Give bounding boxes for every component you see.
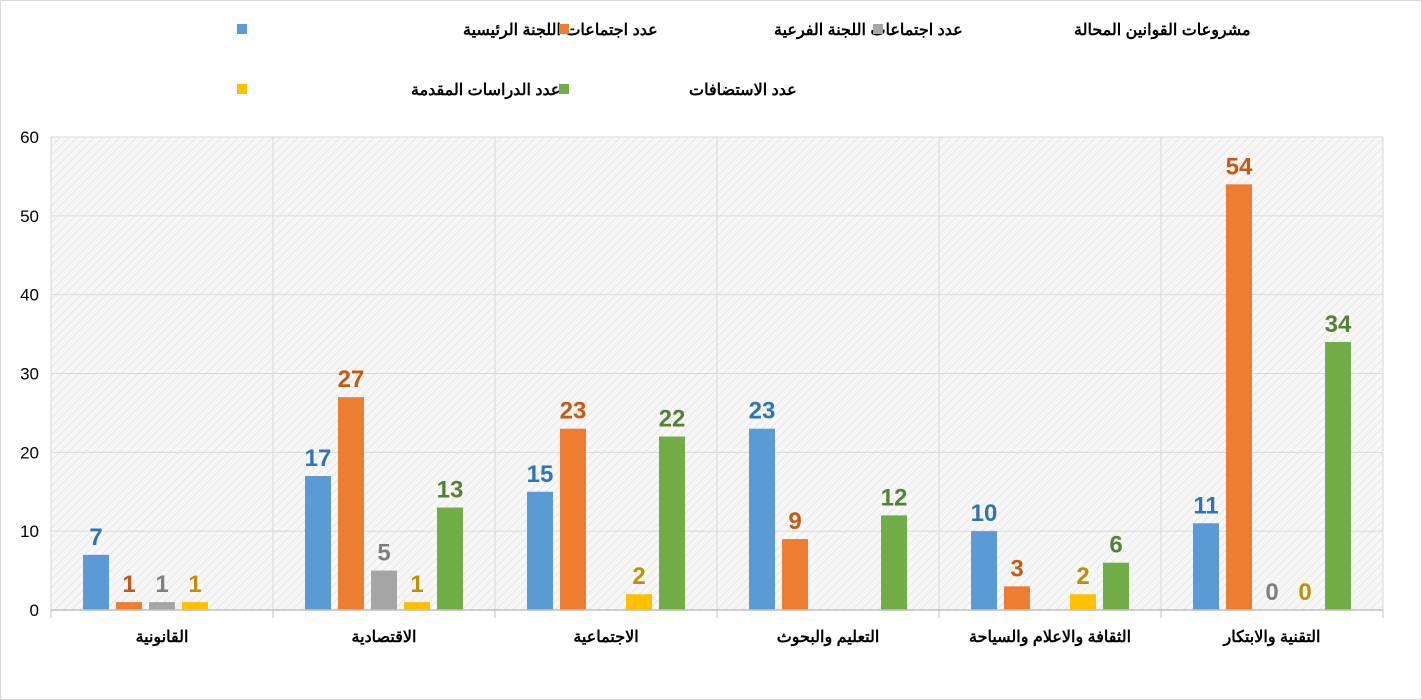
bar-s0-c5	[1193, 523, 1219, 610]
data-label-s1-c0: 1	[122, 571, 135, 598]
data-label-s1-c5: 54	[1226, 153, 1253, 180]
data-label-s2-c0: 1	[155, 571, 168, 598]
bar-s3-c0	[182, 602, 208, 610]
data-label-s0-c3: 23	[749, 398, 776, 425]
bar-s1-c4	[1004, 586, 1030, 610]
data-label-s4-c3: 12	[881, 484, 908, 511]
y-tick-label-40: 40	[20, 286, 39, 305]
gridlines	[50, 136, 1384, 610]
legend-swatch-4	[559, 84, 569, 94]
data-label-s0-c0: 7	[89, 524, 102, 551]
data-label-s3-c4: 2	[1076, 563, 1089, 590]
y-tick-label-10: 10	[20, 522, 39, 541]
bar-s0-c3	[749, 428, 775, 610]
y-tick-label-30: 30	[20, 365, 39, 384]
x-category-label-3: التعليم والبحوث	[777, 629, 880, 647]
x-axis: القانونية الاقتصادية الاجتماعية التعليم وال…	[50, 609, 1384, 647]
data-label-s0-c5: 11	[1193, 492, 1218, 519]
bar-s0-c1	[305, 475, 331, 610]
legend-swatch-1	[559, 24, 569, 34]
x-category-label-2: الاجتماعية	[573, 629, 638, 646]
data-label-s1-c4: 3	[1010, 555, 1023, 582]
bar-s2-c0	[149, 602, 175, 610]
bar-s1-c1	[338, 397, 364, 610]
x-category-label-0: القانونية	[136, 629, 189, 647]
legend-label-3: عدد الدراسات المقدمة	[411, 82, 560, 100]
data-label-s4-c5: 34	[1325, 311, 1352, 338]
y-tick-label-50: 50	[20, 207, 39, 226]
legend: عدد اجتماعات اللجنة الرئيسية عدد اجتماعات…	[237, 22, 1251, 100]
data-label-s1-c1: 27	[338, 366, 365, 393]
data-label-s3-c1: 1	[410, 571, 423, 598]
legend-swatch-3	[237, 84, 247, 94]
bars	[83, 184, 1351, 611]
data-label-s2-c1: 5	[377, 540, 390, 567]
bar-s3-c4	[1070, 594, 1096, 610]
data-label-s3-c2: 2	[632, 563, 645, 590]
bar-s2-c1	[371, 570, 397, 610]
data-label-s0-c4: 10	[971, 500, 998, 527]
y-tick-label-60: 60	[20, 128, 39, 147]
data-label-s4-c2: 22	[659, 406, 686, 433]
legend-label-2: مشروعات القوانين المحالة	[1074, 22, 1251, 40]
data-label-s2-c5: 0	[1265, 579, 1278, 606]
data-label-s4-c1: 13	[437, 477, 464, 504]
data-label-s0-c1: 17	[305, 445, 332, 472]
legend-label-1: عدد اجتماعات اللجنة الفرعية	[774, 22, 963, 40]
bar-s0-c2	[527, 491, 553, 610]
bar-s0-c0	[83, 554, 109, 610]
data-label-s4-c4: 6	[1109, 532, 1122, 559]
bar-s3-c2	[626, 594, 652, 610]
bar-s1-c5	[1226, 184, 1252, 611]
bar-s1-c3	[782, 539, 808, 610]
bar-s4-c1	[437, 507, 463, 610]
legend-swatch-2	[873, 24, 883, 34]
data-label-s0-c2: 15	[527, 461, 554, 488]
bar-s4-c5	[1325, 341, 1351, 610]
x-category-label-4: الثقافة والاعلام والسياحة	[969, 629, 1131, 647]
bar-s4-c2	[659, 436, 685, 610]
y-tick-label-0: 0	[30, 601, 39, 620]
legend-swatch-0	[237, 24, 247, 34]
y-tick-label-20: 20	[20, 443, 39, 462]
y-axis: 0 10 20 30 40 50 60	[20, 128, 39, 620]
data-label-s1-c2: 23	[560, 398, 587, 425]
data-label-s1-c3: 9	[788, 508, 801, 535]
bar-s0-c4	[971, 531, 997, 610]
data-label-s3-c5: 0	[1298, 579, 1311, 606]
bar-s4-c4	[1103, 562, 1129, 610]
x-category-label-1: الاقتصادية	[352, 629, 417, 646]
legend-label-4: عدد الاستضافات	[689, 82, 797, 99]
bar-s4-c3	[881, 515, 907, 610]
bar-s1-c0	[116, 602, 142, 610]
bar-s1-c2	[560, 428, 586, 610]
x-category-label-5: التقنية والابتكار	[1223, 629, 1321, 647]
bar-s3-c1	[404, 602, 430, 610]
data-label-s3-c0: 1	[188, 571, 201, 598]
